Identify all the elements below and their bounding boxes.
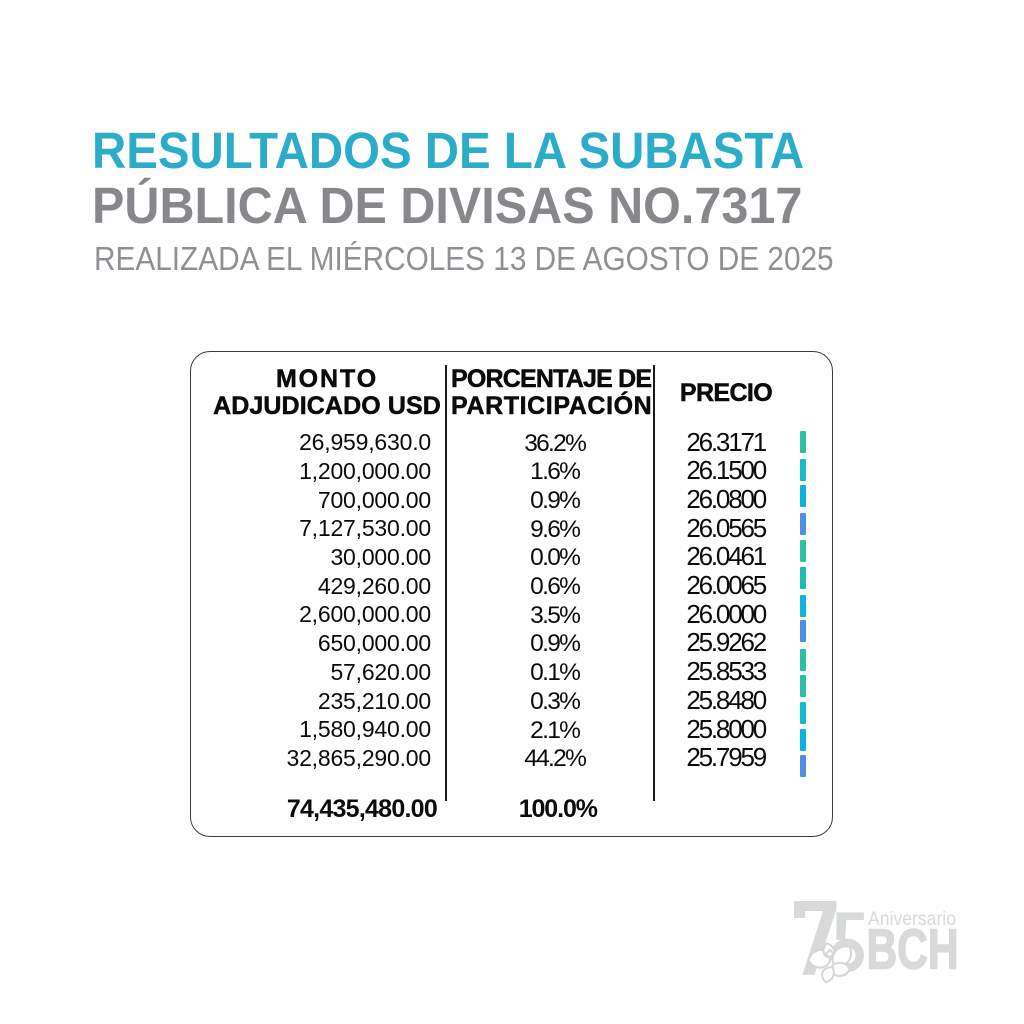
svg-text:Aniversario: Aniversario xyxy=(868,909,956,930)
svg-text:BCH: BCH xyxy=(867,917,959,981)
